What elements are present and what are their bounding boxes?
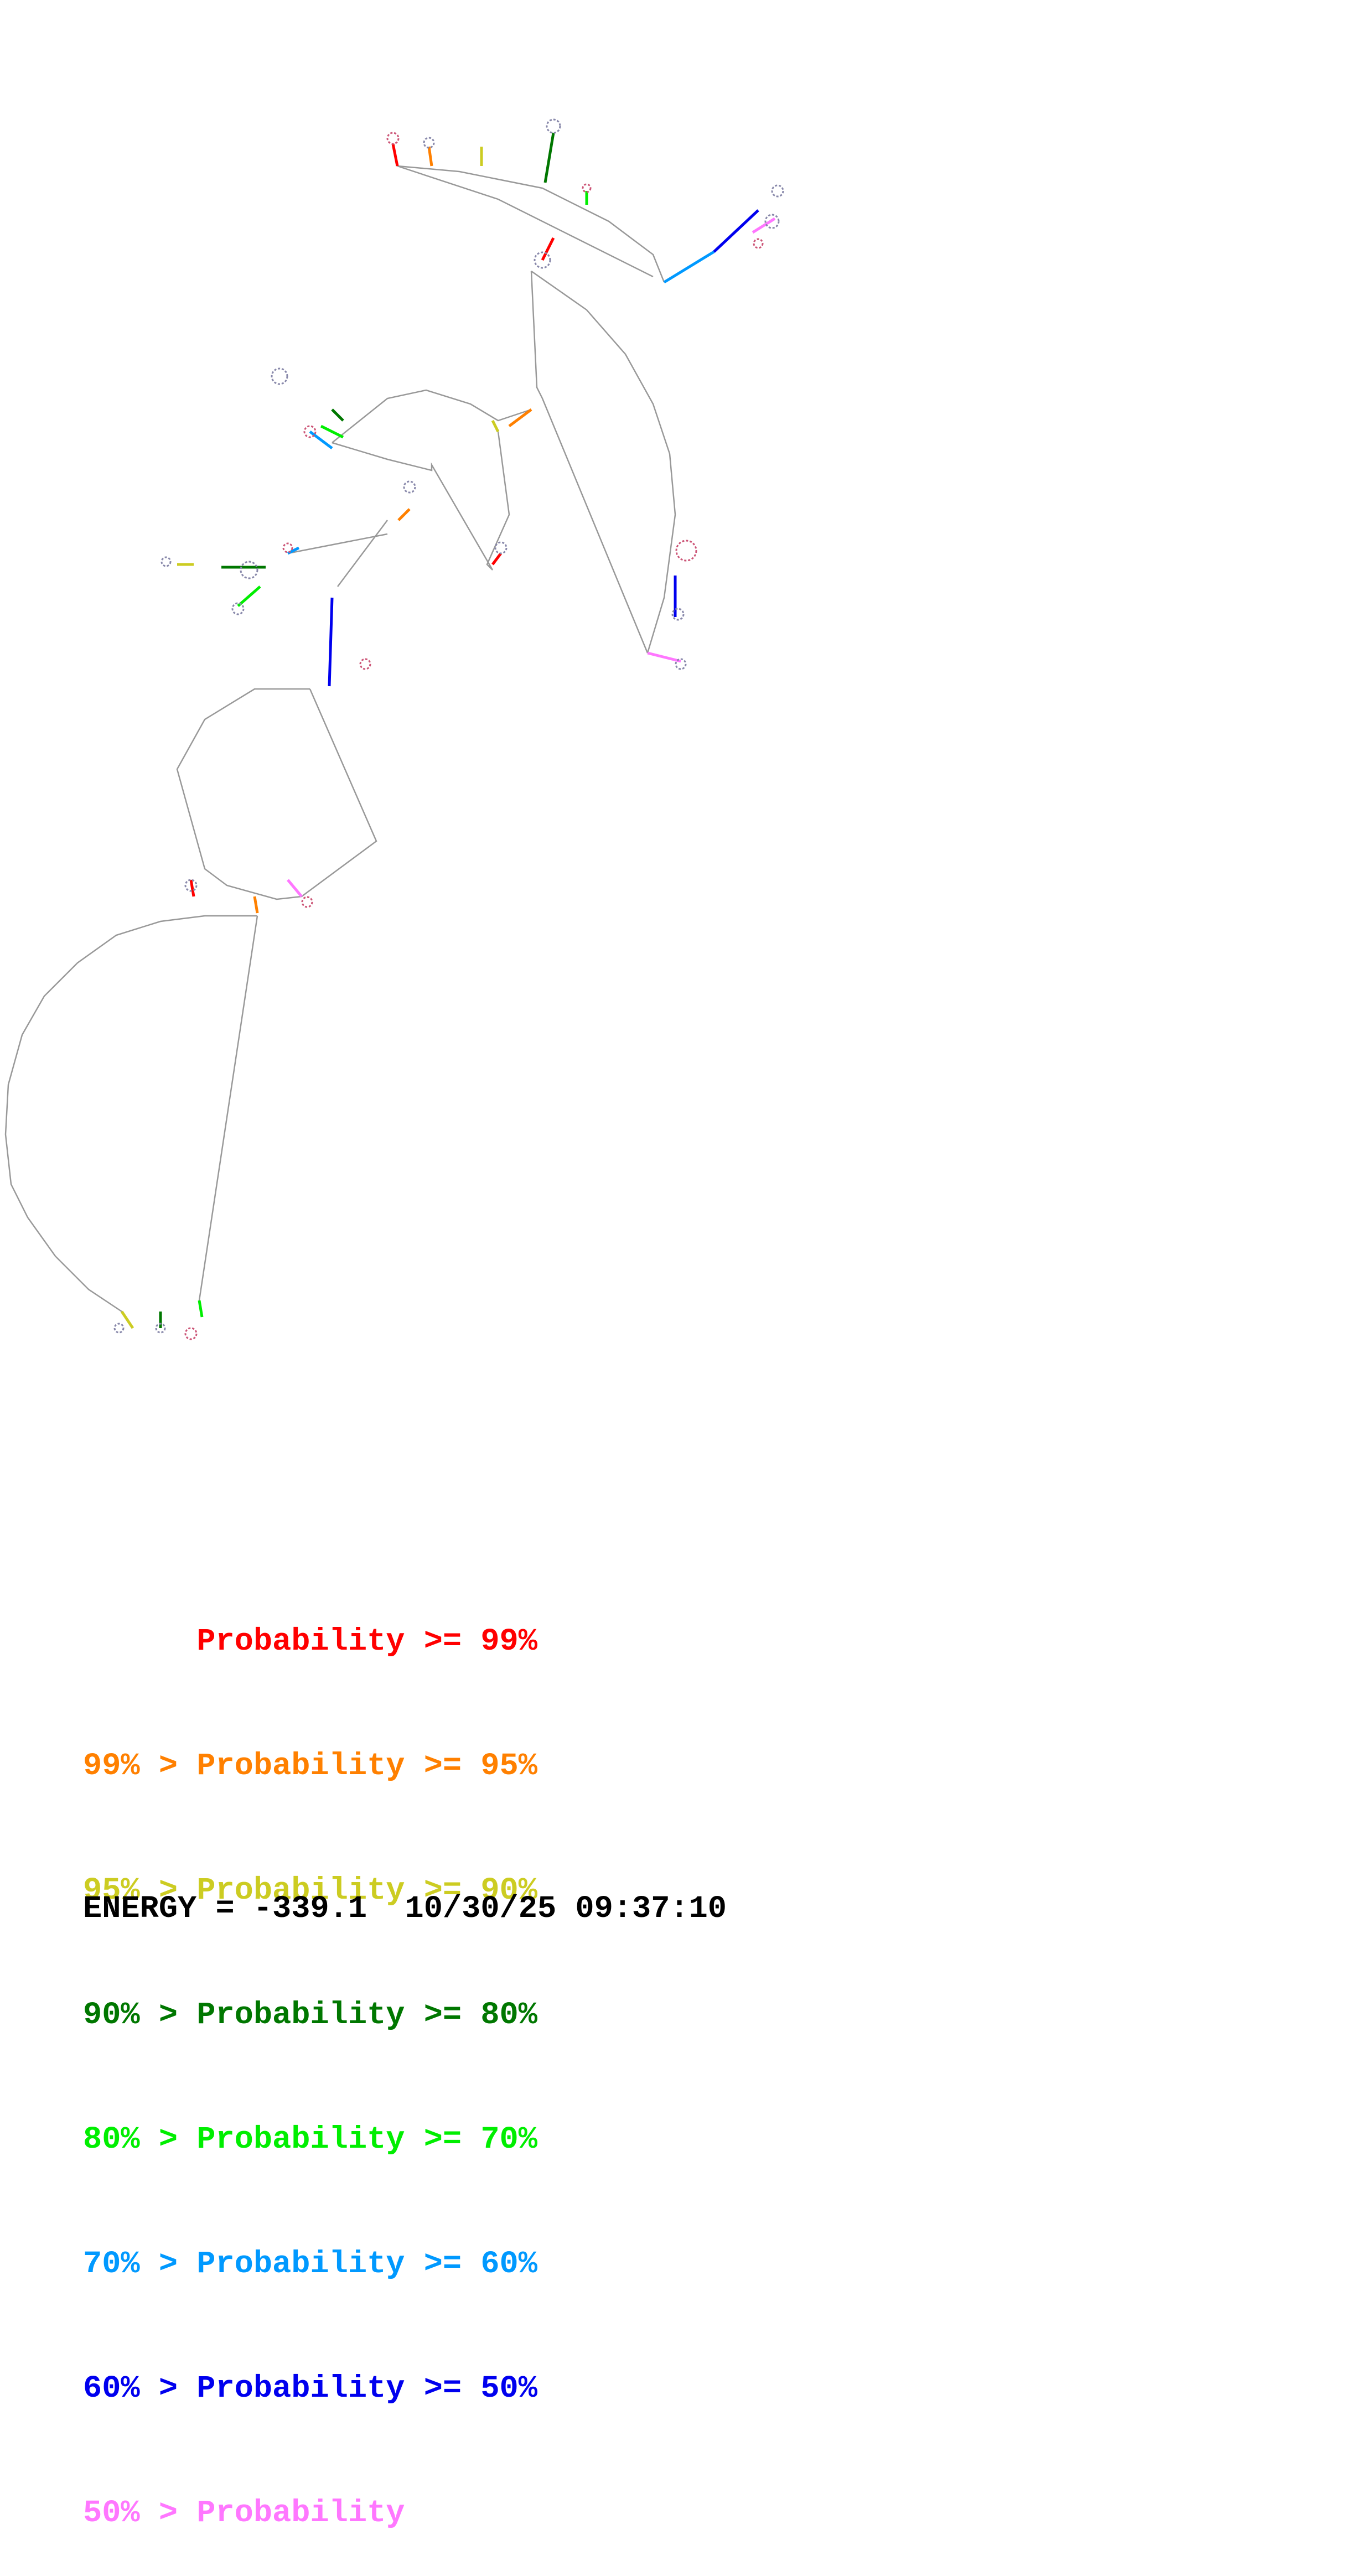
hairpin-loop <box>403 480 416 494</box>
backbone-segment <box>301 688 377 898</box>
helix-stem <box>189 879 195 897</box>
hairpin-loops <box>113 118 784 1340</box>
helix-stem <box>287 879 303 898</box>
hairpin-loop <box>386 132 400 145</box>
hairpin-loop <box>675 658 687 670</box>
helix-stem <box>491 552 502 566</box>
legend-entry-ge-99: Probability >= 99% <box>83 1624 537 1660</box>
hairpin-loop <box>113 1323 125 1334</box>
helix-stem <box>320 424 344 439</box>
legend-entry-80-90: 90% > Probability >= 80% <box>83 1998 537 2033</box>
legend-entry-90-95: 95% > Probability >= 90% <box>83 1873 537 1909</box>
helix-stem <box>752 217 776 234</box>
hairpin-loop <box>582 183 592 193</box>
backbone-segment <box>198 915 258 1301</box>
hairpin-loop <box>764 214 780 229</box>
hairpin-loop <box>546 118 561 134</box>
helix-stem <box>391 143 399 167</box>
hairpin-loop <box>282 542 293 553</box>
hairpin-loop <box>240 561 258 579</box>
legend-entry-60-70: 70% > Probability >= 60% <box>83 2247 537 2282</box>
backbone-lines <box>4 165 676 1313</box>
rna-secondary-structure-diagram <box>4 118 784 1340</box>
legend-entry-50-60: 60% > Probability >= 50% <box>83 2371 537 2407</box>
hairpin-loop <box>303 425 317 438</box>
helix-stem <box>397 508 411 521</box>
hairpin-loop <box>271 367 288 385</box>
hairpin-loop <box>184 1327 198 1340</box>
legend-entry-70-80: 80% > Probability >= 70% <box>83 2122 537 2158</box>
backbone-segment <box>176 688 310 900</box>
hairpin-loop <box>423 137 435 149</box>
backbone-segment <box>530 271 649 654</box>
backbone-segment <box>337 520 388 587</box>
hairpin-loop <box>231 602 245 615</box>
backbone-segment <box>531 270 676 654</box>
hairpin-loop <box>753 238 764 249</box>
backbone-segment <box>397 165 654 278</box>
hairpin-loop <box>494 541 508 554</box>
hairpin-loop <box>301 896 313 908</box>
backbone-segment <box>4 915 257 1313</box>
timestamp: 10/30/25 09:37:10 <box>405 1891 727 1927</box>
legend-entry-95-99: 99% > Probability >= 95% <box>83 1749 537 1784</box>
hairpin-loop <box>671 608 685 621</box>
helix-stem <box>198 1300 204 1318</box>
helix-stem <box>491 419 500 433</box>
hairpin-loop <box>155 1323 166 1334</box>
helix-stem <box>647 651 681 663</box>
hairpin-loop <box>771 184 784 198</box>
energy-footer: ENERGY = -339.1 10/30/25 09:37:10 <box>83 1891 727 1927</box>
legend-entry-lt-50: 50% > Probability <box>83 2496 405 2531</box>
backbone-segment <box>332 431 510 571</box>
helix-stem <box>508 408 532 427</box>
helix-stem <box>237 585 261 607</box>
helix-stems <box>120 132 776 1329</box>
helix-stem <box>543 132 555 183</box>
backbone-segment <box>397 165 665 283</box>
hairpin-loop <box>534 251 551 269</box>
helix-stem <box>331 408 344 422</box>
hairpin-loop <box>359 658 371 670</box>
hairpin-loop <box>184 879 198 892</box>
helix-stem <box>309 431 333 449</box>
helix-stem <box>427 146 433 167</box>
backbone-segment <box>287 533 388 554</box>
helix-stem <box>541 237 555 261</box>
hairpin-loop <box>161 556 172 567</box>
helix-stem <box>713 209 759 253</box>
helix-stem <box>120 1310 134 1329</box>
helix-stem <box>328 597 334 687</box>
helix-stem <box>663 250 715 284</box>
energy-value: ENERGY = -339.1 <box>83 1891 367 1927</box>
probability-legend: Probability >= 99% 99% > Probability >= … <box>83 1538 537 2576</box>
helix-stem <box>253 896 259 914</box>
hairpin-loop <box>675 540 697 562</box>
backbone-segment <box>332 389 532 443</box>
